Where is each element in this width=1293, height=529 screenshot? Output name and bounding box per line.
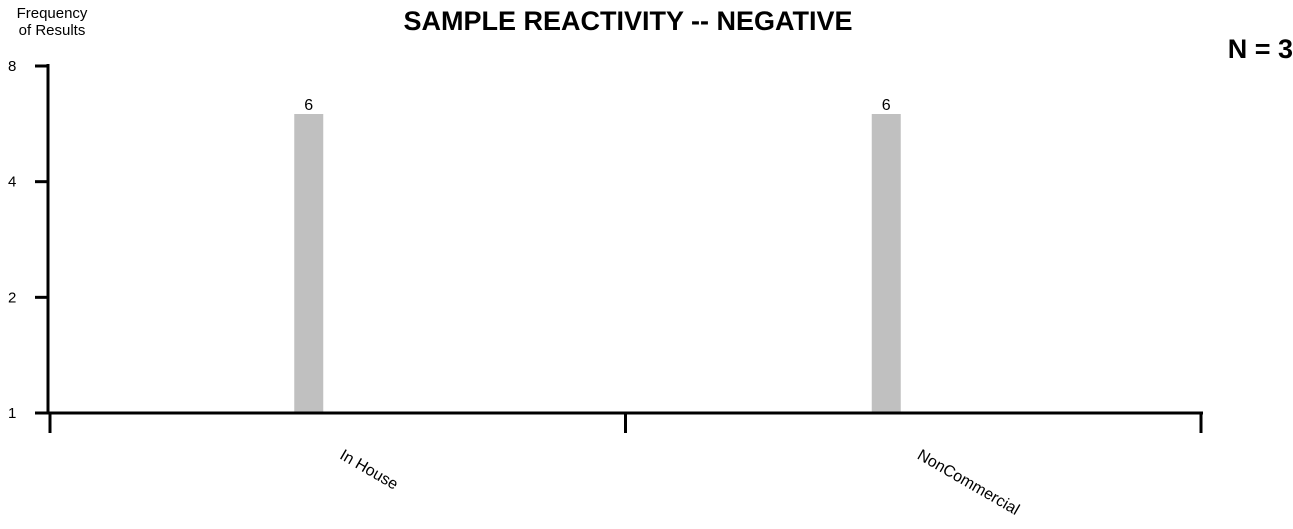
x-ticks — [48, 413, 1203, 433]
category-labels: In House NonCommercial — [337, 447, 1022, 519]
bars-layer — [294, 114, 901, 413]
n-count-label: N = 3 — [1228, 34, 1293, 64]
y-tick-label: 8 — [8, 58, 16, 75]
y-tick-label: 4 — [8, 174, 16, 191]
bar-in-house — [294, 114, 324, 413]
bar-noncommercial — [871, 114, 901, 413]
y-ticks: 1 2 4 8 — [8, 58, 48, 422]
y-axis-label-line1: Frequency — [17, 5, 88, 22]
category-label: NonCommercial — [914, 447, 1022, 519]
data-label: 6 — [882, 97, 891, 114]
y-axis-label-line2: of Results — [19, 22, 86, 39]
chart-title: SAMPLE REACTIVITY -- NEGATIVE — [403, 6, 852, 36]
category-label: In House — [337, 447, 401, 494]
y-tick-label: 2 — [8, 289, 16, 306]
y-tick-label: 1 — [8, 405, 16, 422]
data-label: 6 — [304, 97, 313, 114]
